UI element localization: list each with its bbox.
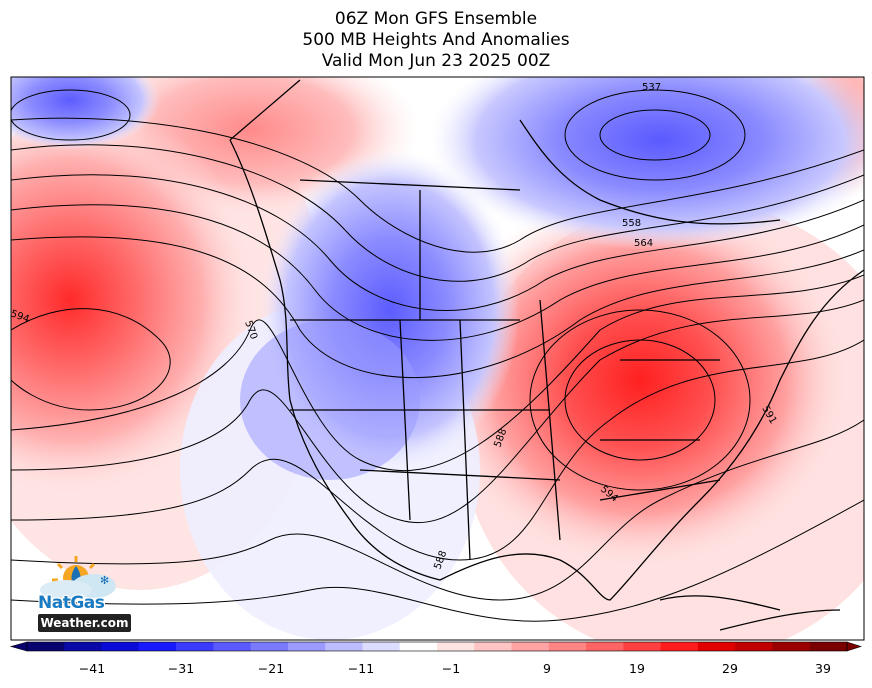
colorbar-segment: [176, 642, 214, 651]
colorbar-segment: [660, 642, 699, 651]
colorbar-tick: −1: [441, 661, 461, 676]
colorbar-segment: [213, 642, 252, 651]
colorbar-segment: [772, 642, 811, 651]
colorbar-segment: [437, 642, 475, 651]
colorbar-arrow-left: [9, 641, 28, 652]
colorbar-tick: 19: [629, 661, 645, 676]
colorbar-segment: [735, 642, 773, 651]
colorbar-segment: [101, 642, 140, 651]
map-title-line-1: 06Z Mon GFS Ensemble: [334, 9, 538, 29]
colorbar-tick: 39: [815, 661, 831, 676]
colorbar-tick: −21: [257, 661, 285, 676]
colorbar-tick: −41: [78, 661, 106, 676]
colorbar-segment: [325, 642, 363, 651]
colorbar-segment: [548, 642, 587, 651]
borders-coastlines: [229, 79, 864, 631]
colorbar-tick: −11: [347, 661, 375, 676]
map-frame: [10, 76, 865, 641]
colorbar-segment: [623, 642, 662, 651]
svg-text:✻: ✻: [100, 574, 109, 587]
colorbar-segment: [27, 642, 65, 651]
map-title-line-3: Valid Mon Jun 23 2025 00Z: [321, 51, 551, 71]
colorbar-segment: [586, 642, 624, 651]
colorbar-tick: 9: [543, 661, 551, 676]
colorbar-segment: [474, 642, 513, 651]
colorbar-frame: [26, 641, 848, 652]
colorbar-segment: [697, 642, 736, 651]
colorbar-segment: [362, 642, 401, 651]
colorbar-segment: [64, 642, 103, 651]
anomaly-colorbar: [9, 641, 862, 652]
colorbar-tick: 29: [722, 661, 738, 676]
contour-label: 537: [642, 82, 661, 93]
colorbar-segment: [399, 642, 438, 651]
logo-site: Weather.com: [38, 614, 131, 632]
anomaly-shading: [11, 77, 864, 640]
colorbar-arrow-right: [846, 641, 862, 652]
contour-label: 564: [634, 238, 653, 249]
colorbar-tick: −31: [167, 661, 195, 676]
colorbar-segment: [138, 642, 177, 651]
colorbar-segment: [511, 642, 550, 651]
height-contours: [11, 89, 864, 622]
colorbar-segment: [250, 642, 289, 651]
map-title-line-2: 500 MB Heights And Anomalies: [302, 30, 570, 50]
colorbar-segment: [809, 642, 848, 651]
colorbar-segment: [287, 642, 326, 651]
logo-wordmark: NatGas: [38, 593, 105, 613]
contour-label: 558: [622, 218, 641, 229]
natgas-logo: ✻: [40, 556, 116, 600]
